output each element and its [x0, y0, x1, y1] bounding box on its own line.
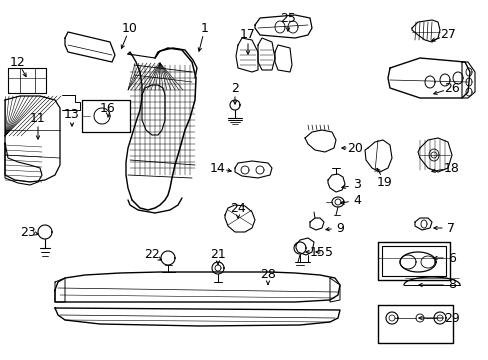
Text: 29: 29 [443, 311, 459, 324]
Text: 10: 10 [122, 22, 138, 35]
Text: 18: 18 [443, 162, 459, 175]
Text: 15: 15 [309, 246, 325, 258]
Text: 20: 20 [346, 141, 362, 154]
Text: 25: 25 [280, 12, 295, 24]
Text: 5: 5 [325, 246, 332, 258]
Text: 17: 17 [240, 28, 255, 41]
Text: 14: 14 [210, 162, 225, 175]
Text: 23: 23 [20, 225, 36, 238]
Text: 2: 2 [231, 81, 239, 94]
Text: 24: 24 [230, 202, 245, 215]
Text: 28: 28 [260, 269, 275, 282]
Text: 8: 8 [447, 279, 455, 292]
Text: 9: 9 [335, 221, 343, 234]
Text: 26: 26 [443, 81, 459, 94]
Text: 12: 12 [10, 55, 26, 68]
Text: 6: 6 [447, 252, 455, 265]
Text: 22: 22 [144, 248, 160, 261]
Text: 13: 13 [64, 108, 80, 122]
Text: 11: 11 [30, 112, 46, 125]
Text: 16: 16 [100, 102, 116, 114]
Text: 3: 3 [352, 179, 360, 192]
Text: 27: 27 [439, 28, 455, 41]
Text: 4: 4 [352, 194, 360, 207]
Text: 21: 21 [210, 248, 225, 261]
Text: 19: 19 [376, 175, 392, 189]
Text: 1: 1 [201, 22, 208, 35]
Text: 7: 7 [446, 221, 454, 234]
